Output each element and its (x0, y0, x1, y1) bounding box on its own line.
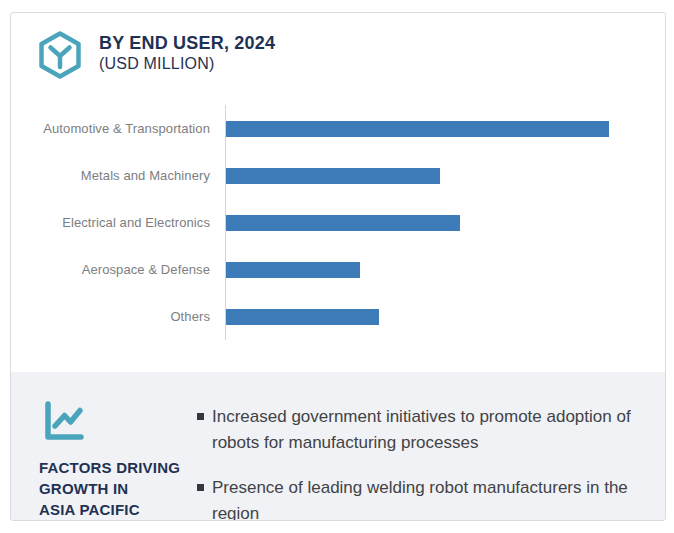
factors-panel: FACTORS DRIVING GROWTH IN ASIA PACIFIC I… (11, 372, 665, 521)
chart-row: Metals and Machinery (11, 152, 665, 199)
bar-track (225, 293, 665, 340)
bar (226, 121, 609, 137)
category-label: Automotive & Transportation (11, 121, 225, 136)
hexagon-y-logo-icon (34, 29, 86, 81)
bar (226, 309, 379, 325)
bar (226, 215, 460, 231)
chart-header: BY END USER, 2024 (USD MILLION) (11, 13, 665, 93)
bullet-item: Presence of leading welding robot manufa… (197, 475, 647, 521)
bar-track (225, 105, 665, 152)
chart-title: BY END USER, 2024 (99, 32, 275, 54)
factors-panel-left: FACTORS DRIVING GROWTH IN ASIA PACIFIC (39, 397, 197, 521)
bullet-text: Increased government initiatives to prom… (212, 404, 647, 456)
bullet-item: Increased government initiatives to prom… (197, 404, 647, 456)
bar-track (225, 246, 665, 293)
chart-header-text: BY END USER, 2024 (USD MILLION) (99, 29, 275, 74)
chart-row: Aerospace & Defense (11, 246, 665, 293)
chart-row: Automotive & Transportation (11, 105, 665, 152)
category-label: Metals and Machinery (11, 168, 225, 183)
category-label: Others (11, 309, 225, 324)
infographic-card: BY END USER, 2024 (USD MILLION) Automoti… (10, 12, 666, 521)
bar (226, 168, 440, 184)
bar (226, 262, 360, 278)
line-chart-icon (39, 397, 87, 445)
chart-row: Others (11, 293, 665, 340)
chart-subtitle: (USD MILLION) (99, 54, 275, 74)
bullet-text: Presence of leading welding robot manufa… (212, 475, 647, 521)
bullet-marker-icon (197, 484, 204, 491)
factors-bullets: Increased government initiatives to prom… (197, 397, 647, 521)
bar-track (225, 199, 665, 246)
factors-heading: FACTORS DRIVING GROWTH IN ASIA PACIFIC (39, 457, 197, 520)
category-label: Electrical and Electronics (11, 215, 225, 230)
bar-track (225, 152, 665, 199)
chart-rows: Automotive & Transportation Metals and Ma… (11, 105, 665, 340)
bullet-marker-icon (197, 413, 204, 420)
category-label: Aerospace & Defense (11, 262, 225, 277)
chart-row: Electrical and Electronics (11, 199, 665, 246)
